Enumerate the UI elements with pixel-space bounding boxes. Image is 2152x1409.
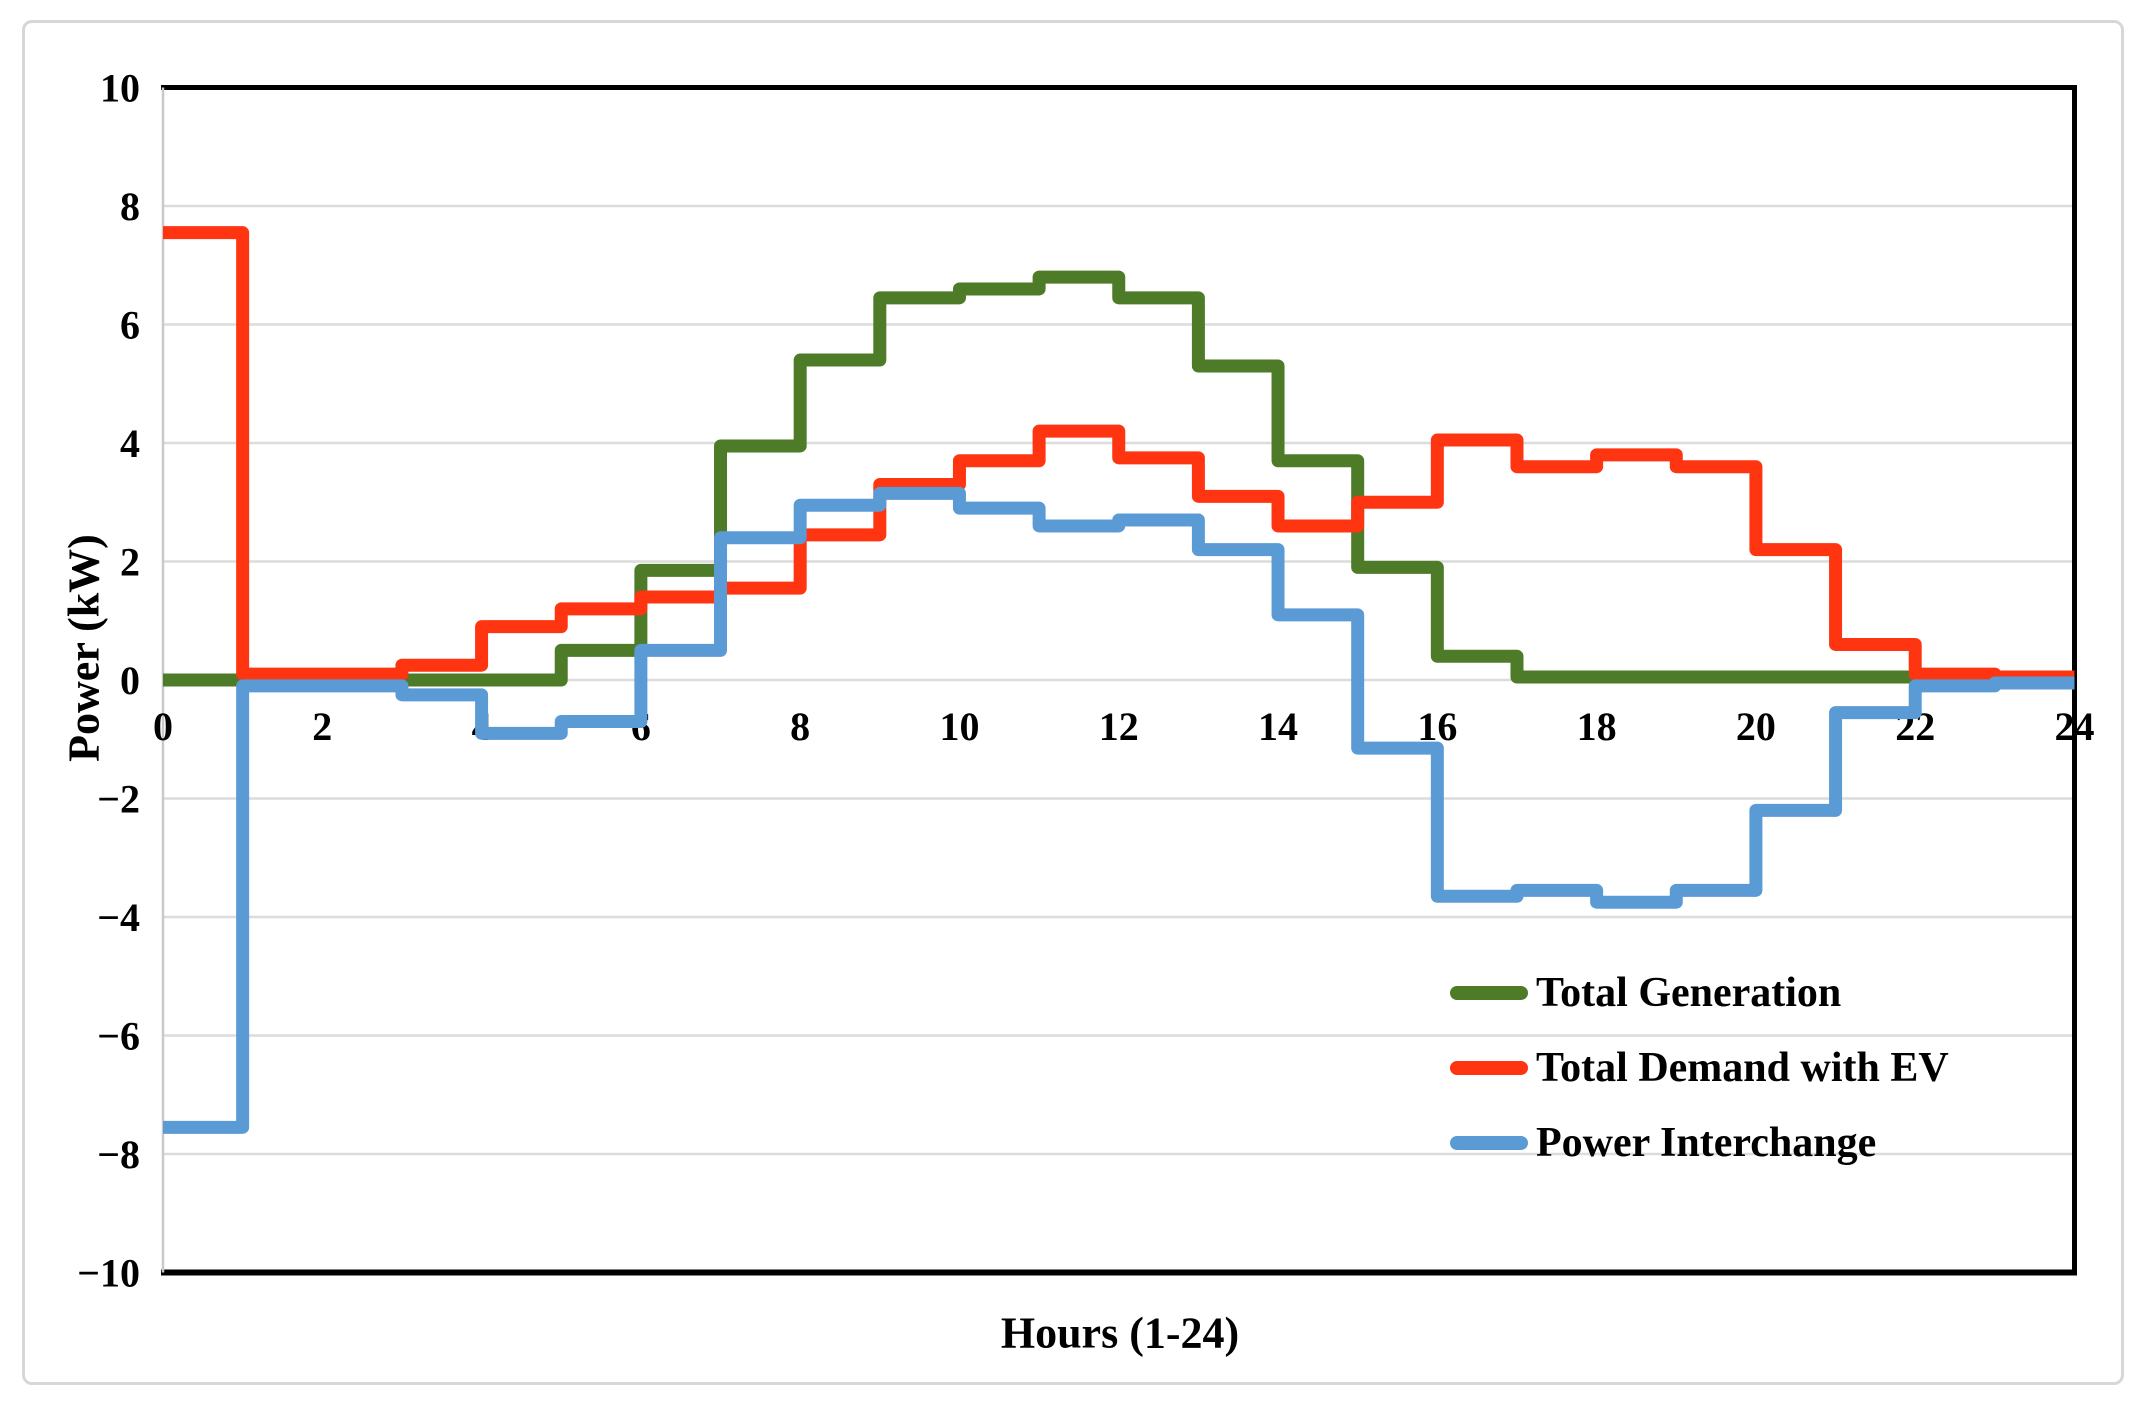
x-tick-label-18: 18 <box>1577 704 1617 749</box>
x-tick-label-12: 12 <box>1099 704 1139 749</box>
x-axis-title: Hours (1-24) <box>1000 1308 1240 1358</box>
x-tick-label-16: 16 <box>1417 704 1457 749</box>
y-tick-label-4: 4 <box>120 421 140 466</box>
series-line-total-demand-with-ev <box>163 226 2075 684</box>
legend-label-power-interchange: Power Interchange <box>1536 1120 1877 1166</box>
x-tick-label-24: 24 <box>2055 704 2095 749</box>
legend-item-power-interchange: Power Interchange <box>1450 1115 1876 1171</box>
x-tick-label-8: 8 <box>790 704 810 749</box>
legend-label-total-generation: Total Generation <box>1536 970 1842 1016</box>
y-tick-label-−10: −10 <box>77 1251 140 1296</box>
x-tick-label-2: 2 <box>312 704 332 749</box>
figure-frame <box>22 20 2124 1385</box>
y-tick-label-−6: −6 <box>97 1014 140 1059</box>
y-tick-label-−4: −4 <box>97 895 140 940</box>
x-tick-label-14: 14 <box>1258 704 1298 749</box>
x-tick-label-0: 0 <box>153 704 173 749</box>
legend-item-total-generation: Total Generation <box>1450 965 1841 1021</box>
legend-item-total-demand-with-ev: Total Demand with EV <box>1450 1040 1949 1096</box>
y-axis-title: Power (kW) <box>59 534 109 762</box>
x-tick-label-10: 10 <box>939 704 979 749</box>
series-line-power-interchange <box>163 486 2075 1134</box>
legend-swatch-power-interchange <box>1450 1136 1528 1150</box>
y-tick-label-−8: −8 <box>97 1132 140 1177</box>
series-line-total-generation <box>163 270 2075 687</box>
legend-swatch-total-generation <box>1450 986 1528 1000</box>
y-tick-label-6: 6 <box>120 303 140 348</box>
y-tick-label-−2: −2 <box>97 777 140 822</box>
legend-label-total-demand-with-ev: Total Demand with EV <box>1536 1045 1949 1091</box>
x-tick-label-20: 20 <box>1736 704 1776 749</box>
legend-swatch-total-demand-with-ev <box>1450 1061 1528 1075</box>
y-tick-label-2: 2 <box>120 540 140 585</box>
y-tick-label-0: 0 <box>120 658 140 703</box>
y-tick-label-10: 10 <box>100 66 140 111</box>
y-tick-label-8: 8 <box>120 184 140 229</box>
